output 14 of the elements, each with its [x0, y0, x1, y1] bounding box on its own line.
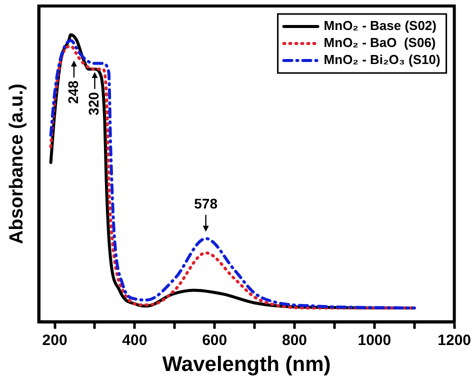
x-tick-label: 400 [122, 332, 148, 349]
legend-label: MnO₂ - BaO (S06) [324, 35, 436, 50]
x-tick-label: 1000 [358, 332, 392, 349]
annotation: 320 [86, 92, 102, 116]
annotation: 578 [194, 196, 218, 212]
legend-label: MnO₂ - Bi₂O₃ (S10) [324, 52, 440, 68]
y-axis-title: Absorbance (a.u.) [6, 84, 28, 244]
legend-label: MnO₂ - Base (S02) [324, 18, 437, 34]
x-tick-label: 200 [42, 332, 68, 349]
x-tick-label: 1200 [438, 332, 472, 349]
x-tick-label: 600 [202, 332, 228, 349]
x-tick-label: 800 [282, 332, 308, 349]
x-axis-title: Wavelength (nm) [162, 353, 331, 376]
annotation: 248 [64, 80, 81, 104]
